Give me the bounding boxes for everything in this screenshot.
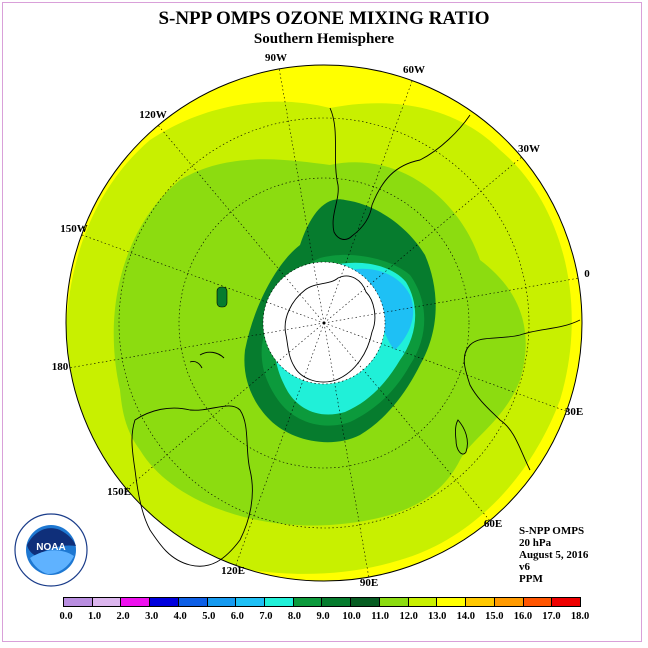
madagascar-outline [454,419,468,455]
info-version: v6 [519,561,530,573]
colorbar-swatch [121,598,151,606]
colorbar [63,597,581,607]
meridian-line [235,322,325,566]
colorbar-tick-label: 16.0 [513,611,533,622]
meridian-line [323,156,522,324]
colorbar-swatch [351,598,380,606]
colorbar-tick-label: 6.0 [230,611,244,622]
info-block: S-NPP OMPS 20 hPa August 5, 2016 v6 PPM [519,525,588,585]
info-level: 20 hPa [519,537,552,549]
lon-label-150w: 150W [60,223,88,235]
latitude-circle [118,117,530,529]
colorbar-tick-label: 8.0 [287,611,301,622]
meridian-line [323,80,413,324]
meridian-line [126,322,325,490]
meridians [69,68,579,578]
new-zealand-outline [189,351,225,369]
lon-label-60w: 60W [403,64,425,76]
colorbar-tick-label: 12.0 [399,611,418,622]
antarctica-outline [284,275,376,383]
map-border [65,64,583,582]
lon-label-180: 180 [52,361,69,373]
lon-label-120w: 120W [139,109,167,121]
colorbar-tick-label: 9.0 [316,611,330,622]
info-instrument: S-NPP OMPS [519,525,585,537]
colorbar-tick-label: 10.0 [342,611,361,622]
latitude-circle [178,177,470,469]
colorbar-swatch [552,598,580,606]
colorbar-tick-label: 2.0 [116,611,130,622]
colorbar-tick-label: 11.0 [371,611,390,622]
colorbar-swatch [207,598,237,606]
colorbar-swatch [379,598,409,606]
info-units: PPM [519,573,543,585]
colorbar-swatch [293,598,323,606]
australia-outline [131,405,253,567]
colorbar-swatch [236,598,266,606]
coastlines [131,107,581,567]
colorbar-tick-label: 14.0 [456,611,475,622]
colorbar-tick-label: 0.0 [59,611,73,622]
colorbar-tick-label: 18.0 [570,611,590,622]
colorbar-swatch [265,598,294,606]
colorbar-swatch [322,598,352,606]
lon-label-90e: 90E [360,577,378,589]
colorbar-tick-label: 13.0 [428,611,447,622]
colorbar-swatch [178,598,208,606]
meridian-line [323,322,491,521]
island-south-georgia [216,286,228,308]
lon-label-60e: 60E [484,518,502,530]
colorbar-tick-label: 7.0 [259,611,273,622]
lon-label-90w: 90W [265,52,287,64]
lon-label-30w: 30W [518,143,540,155]
meridian-line [323,322,370,578]
meridian-line [69,322,325,369]
colorbar-swatch [466,598,495,606]
lon-label-0: 0 [584,268,590,280]
info-date: August 5, 2016 [519,549,589,561]
meridian-line [323,322,567,412]
colorbar-swatch [408,598,438,606]
noaa-logo-text: NOAA [36,542,65,553]
map-title: S-NPP OMPS OZONE MIXING RATIO [158,8,490,29]
meridian-line [323,277,579,324]
colorbar-tick-label: 5.0 [202,611,216,622]
africa-outline [463,319,581,471]
meridian-line [81,234,325,324]
colorbar-swatch [150,598,179,606]
latitude-circle [262,261,386,385]
meridian-line [278,68,325,324]
south-pole-marker [322,321,326,325]
colorbar-tick-label: 3.0 [145,611,159,622]
map-frame [2,2,642,642]
colorbar-swatch [437,598,467,606]
colorbar-tick-label: 4.0 [173,611,187,622]
colorbar-swatch [64,598,93,606]
lon-label-150e: 150E [107,486,131,498]
map-subtitle: Southern Hemisphere [253,31,395,47]
latitude-circles [118,117,530,529]
south-america-outline [329,107,471,240]
noaa-logo: NOAA [14,513,88,587]
colorbar-tick-label: 15.0 [485,611,504,622]
colorbar-tick-labels: 0.0 1.0 2.0 3.0 4.0 5.0 6.0 7.0 8.0 9.0 10.0 11.0 12… [0,611,648,625]
colorbar-tick-label: 17.0 [542,611,561,622]
lon-label-120e: 120E [221,565,245,577]
lon-label-30e: 30E [565,406,583,418]
meridian-line [157,125,325,324]
colorbar-swatch [92,598,122,606]
colorbar-tick-label: 1.0 [87,611,102,622]
colorbar-swatch [494,598,524,606]
colorbar-swatch [523,598,553,606]
